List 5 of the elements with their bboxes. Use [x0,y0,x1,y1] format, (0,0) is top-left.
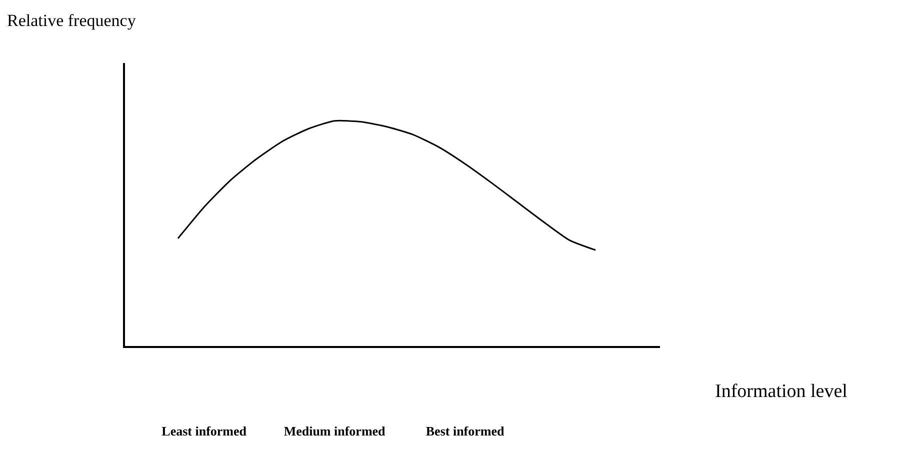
text: Relative frequency [7,11,136,30]
text: Information level [715,381,848,402]
x-tick-label: Best informed [426,423,505,438]
x-tick-label: Medium informed [284,423,386,438]
x-tick-label: Least informed [162,423,248,438]
